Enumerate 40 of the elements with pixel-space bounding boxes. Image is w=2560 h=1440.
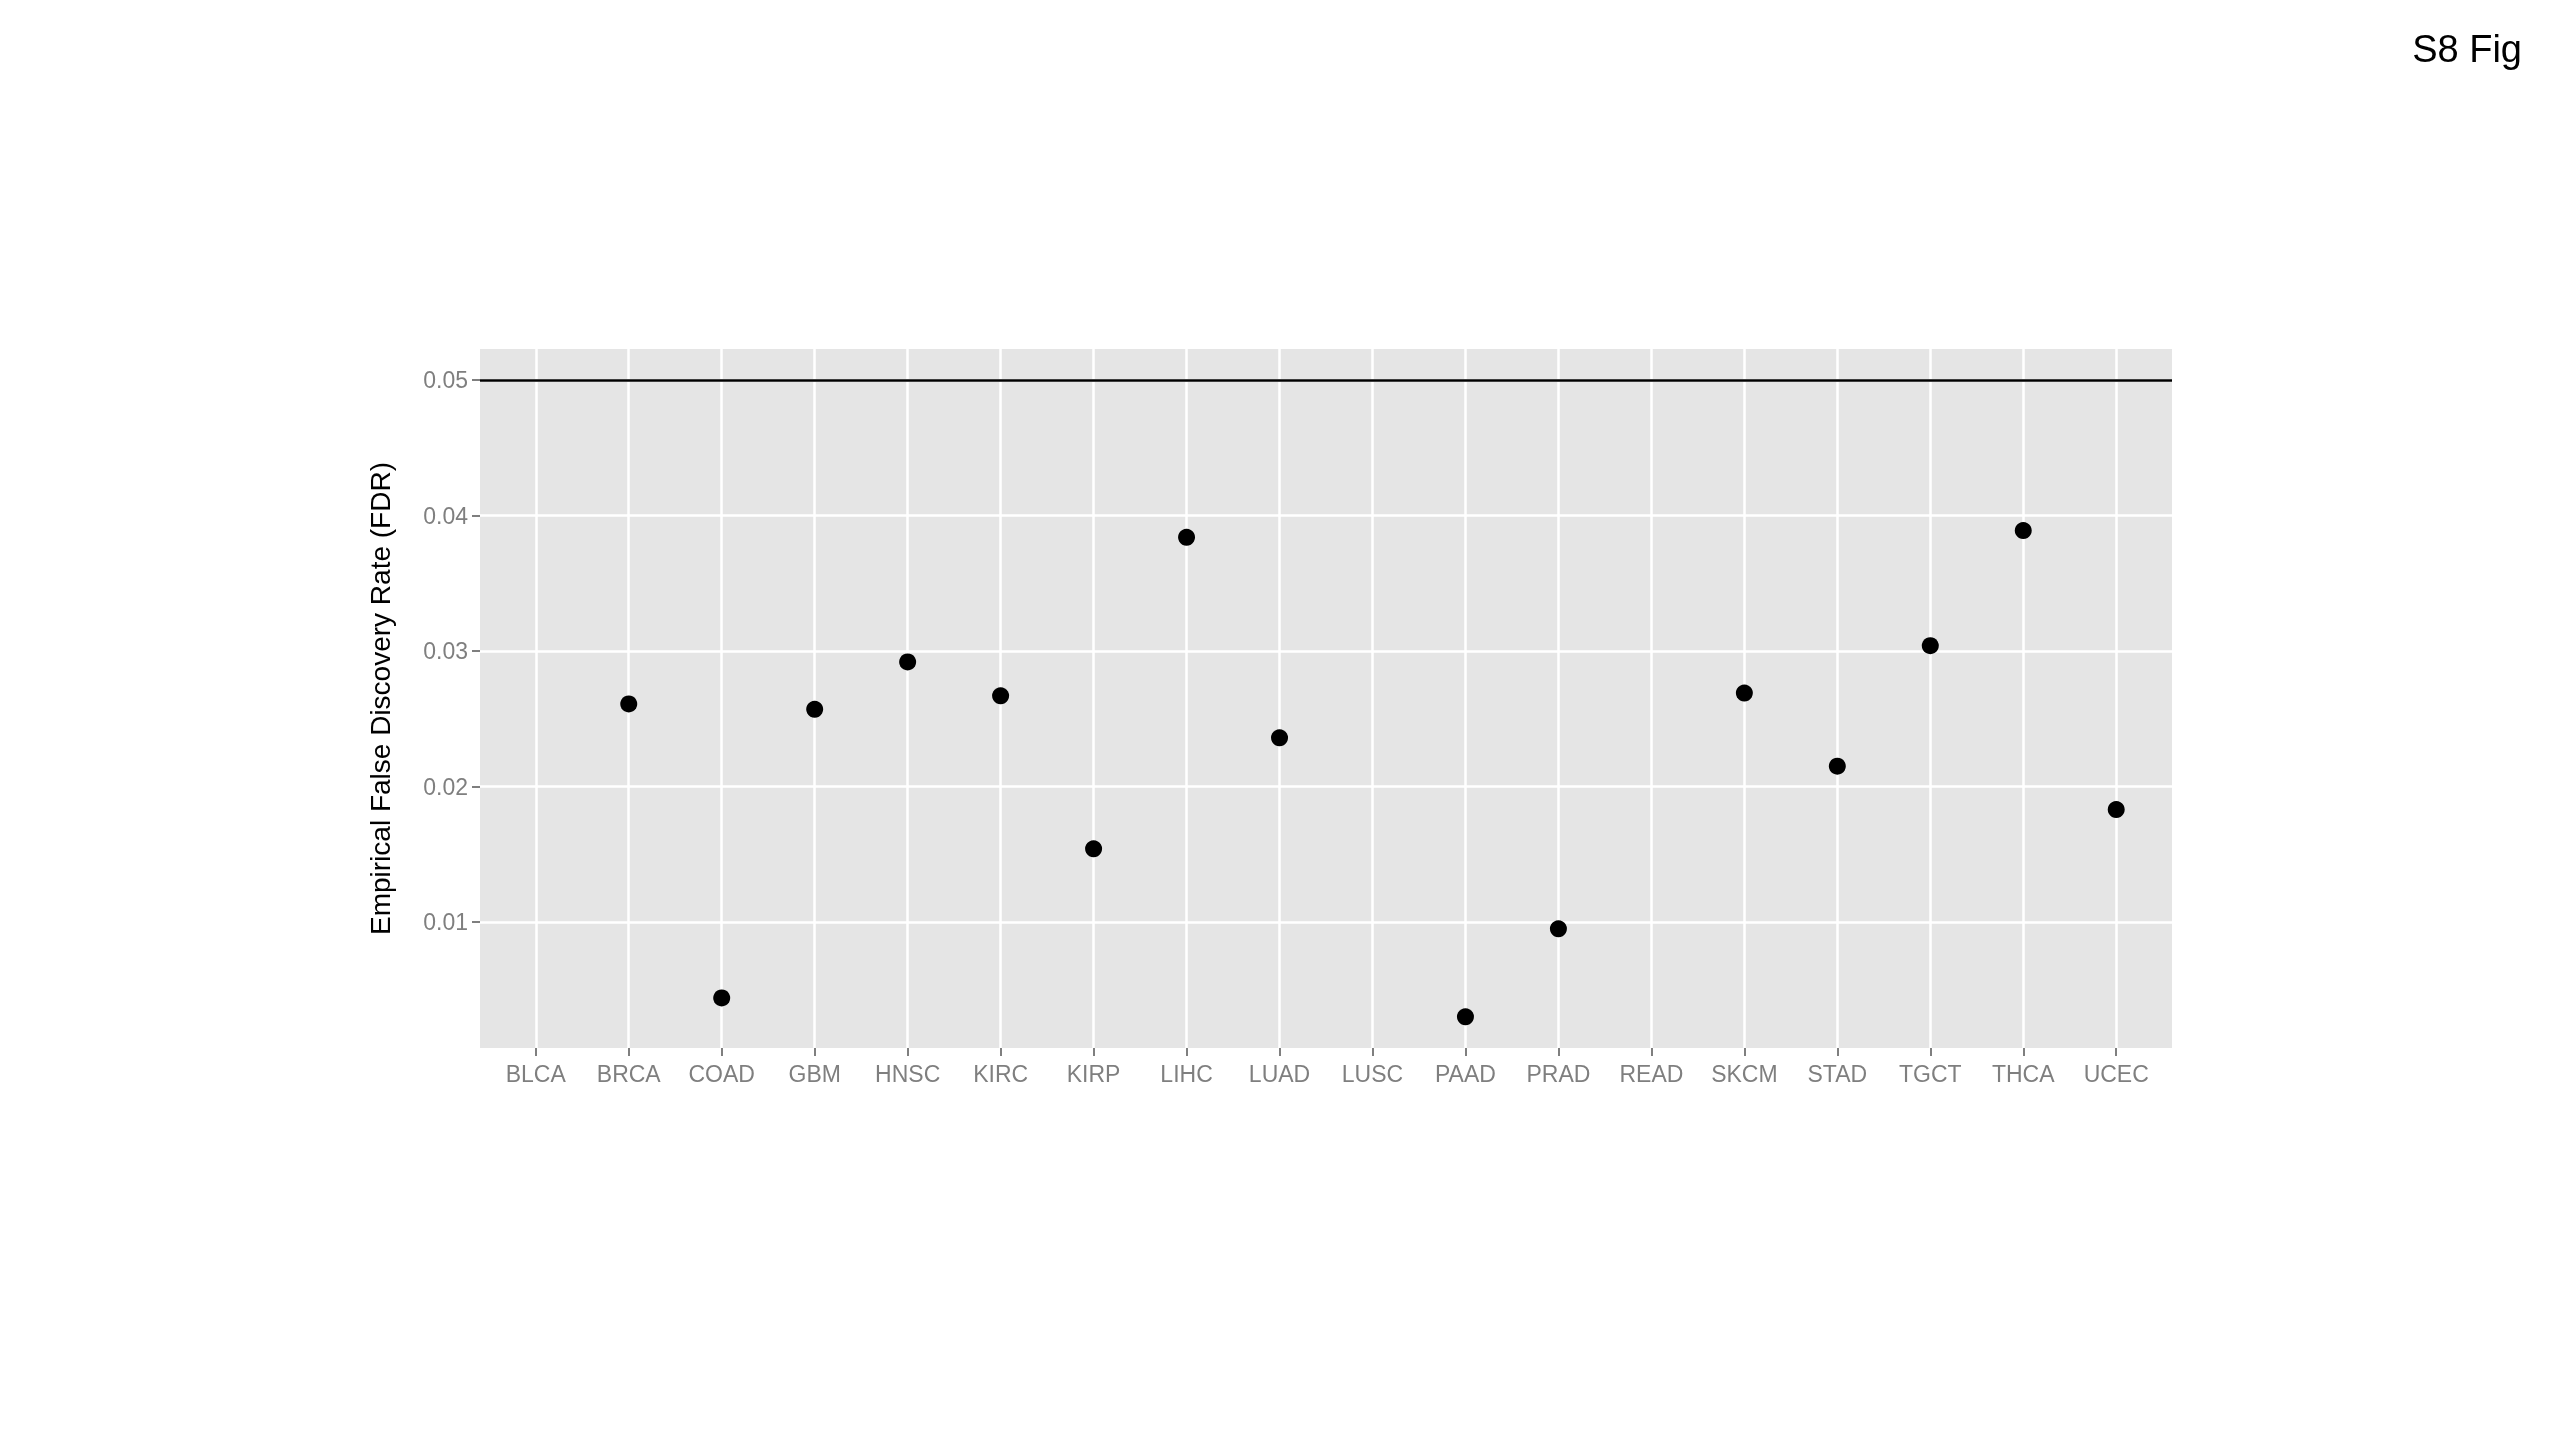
text: S8 Fig [2412, 28, 2522, 70]
x-tick-label: LUAD [1248, 1060, 1311, 1087]
point [1456, 1008, 1474, 1026]
x-tick-label: BLCA [505, 1060, 567, 1087]
point [992, 687, 1010, 705]
point [620, 695, 638, 713]
point [2107, 801, 2125, 819]
point [1828, 757, 1846, 775]
x-tick-label: GBM [788, 1060, 841, 1087]
point [806, 700, 824, 718]
point [2014, 522, 2032, 540]
point [1735, 684, 1753, 702]
x-tick-label: SKCM [1711, 1060, 1778, 1087]
y-tick-label: 0.05 [423, 367, 468, 394]
point [1178, 528, 1196, 546]
y-axis-title: Empirical False Discovery Rate (FDR) [364, 462, 396, 935]
x-tick-label: BRCA [596, 1060, 662, 1087]
x-tick-label: TGCT [1898, 1060, 1962, 1087]
y-tick-label: 0.03 [423, 638, 468, 665]
x-tick-label: THCA [1991, 1060, 2056, 1087]
point [899, 653, 917, 671]
x-tick-label: KIRP [1066, 1060, 1121, 1087]
y-tick-label: 0.04 [423, 502, 469, 529]
x-tick-label: COAD [688, 1060, 755, 1087]
x-tick-label: HNSC [875, 1060, 941, 1087]
point [1549, 920, 1567, 938]
point [1921, 637, 1939, 655]
point [1271, 729, 1289, 747]
x-tick-label: UCEC [2083, 1060, 2149, 1087]
x-tick-label: LUSC [1341, 1060, 1404, 1087]
x-tick-label: STAD [1807, 1060, 1868, 1087]
x-tick-label: PAAD [1434, 1060, 1496, 1087]
y-tick-label: 0.02 [423, 773, 468, 800]
point [1085, 840, 1103, 858]
point [713, 989, 731, 1007]
x-tick-label: PRAD [1526, 1060, 1591, 1087]
x-tick-label: KIRC [973, 1060, 1029, 1087]
x-tick-label: READ [1619, 1060, 1684, 1087]
x-tick-label: LIHC [1160, 1060, 1213, 1087]
y-tick-label: 0.01 [423, 909, 468, 936]
